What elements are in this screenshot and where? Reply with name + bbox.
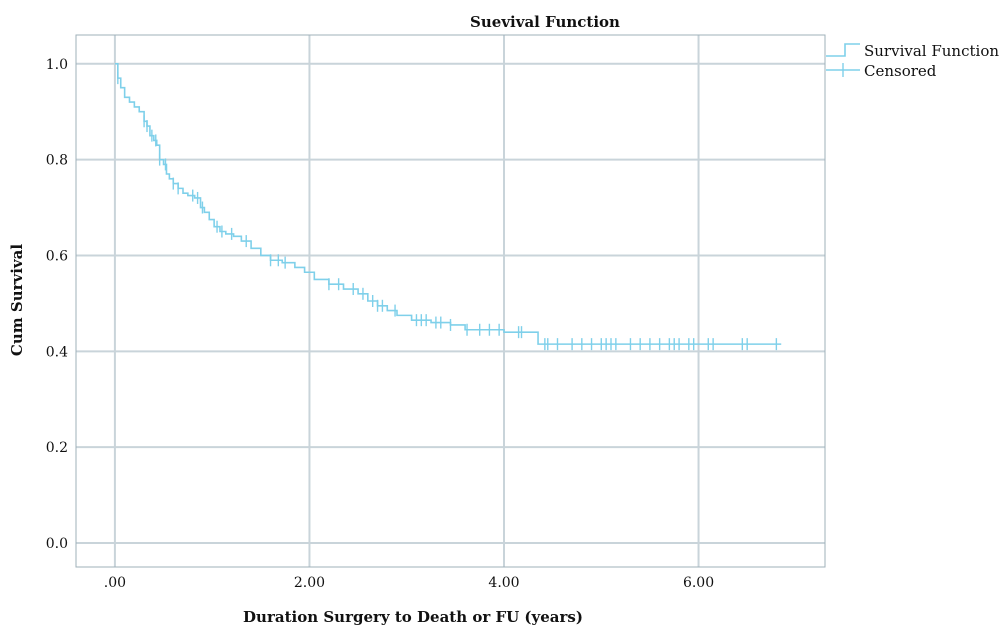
x-tick-label: .00 [104, 575, 126, 591]
censor-marks [117, 72, 778, 351]
grid-lines [76, 35, 825, 567]
y-tick-label: 0.6 [46, 248, 68, 264]
legend-item-censored: Censored [826, 62, 937, 80]
y-tick-label: 0.2 [46, 440, 68, 456]
legend: Survival Function Censored [826, 42, 999, 80]
y-axis-title: Cum Survival [8, 244, 26, 356]
y-tick-label: 0.4 [46, 344, 68, 360]
chart-title: Suevival Function [470, 13, 620, 31]
y-tick-labels: 0.0 0.2 0.4 0.6 0.8 1.0 [46, 57, 68, 552]
x-tick-label: 6.00 [683, 575, 714, 591]
legend-label-censored: Censored [864, 62, 937, 80]
x-axis-title: Duration Surgery to Death or FU (years) [243, 608, 583, 626]
x-tick-label: 2.00 [294, 575, 325, 591]
legend-label-survival: Survival Function [864, 42, 999, 60]
legend-item-survival-function: Survival Function [826, 42, 999, 60]
y-tick-label: 0.8 [46, 153, 68, 169]
x-tick-label: 4.00 [488, 575, 519, 591]
y-tick-label: 1.0 [46, 57, 68, 73]
y-tick-label: 0.0 [46, 536, 68, 552]
survival-step-line [114, 62, 782, 345]
curve-layer [114, 62, 782, 345]
plot-frame [75, 34, 826, 568]
legend-swatch-survival [826, 43, 860, 57]
x-tick-labels: .00 2.00 4.00 6.00 [104, 575, 714, 591]
